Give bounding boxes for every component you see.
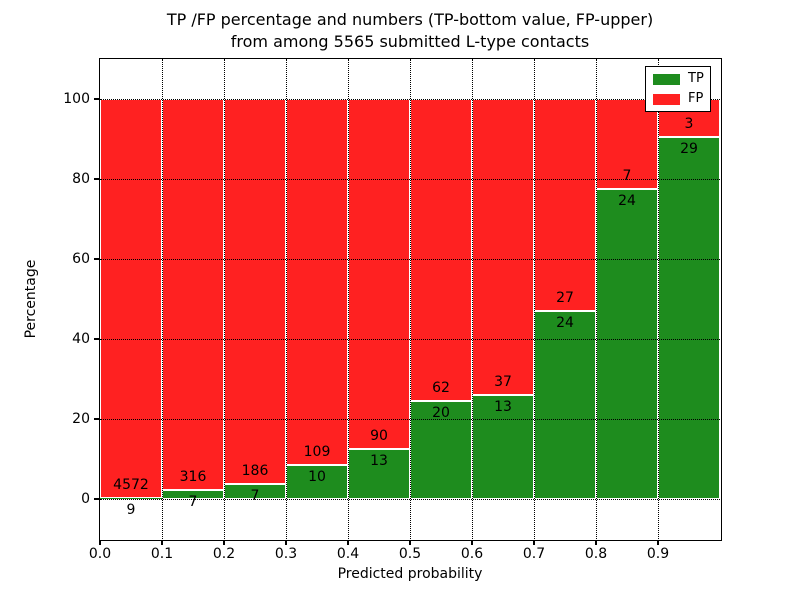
bar-tp-segment — [596, 189, 658, 499]
fp-count-label: 27 — [556, 289, 574, 306]
tp-count-label: 7 — [250, 488, 260, 505]
y-tick-label: 40 — [72, 331, 90, 347]
horizontal-gridline — [100, 419, 720, 420]
x-tick-mark — [347, 540, 349, 545]
y-tick-mark — [93, 178, 99, 180]
bar-fp-segment — [596, 99, 658, 190]
legend-swatch-fp — [653, 93, 680, 105]
y-tick-label: 20 — [72, 411, 90, 427]
tp-count-label: 20 — [432, 405, 450, 422]
fp-count-label: 37 — [494, 374, 512, 390]
fp-count-label: 90 — [370, 427, 388, 444]
x-tick-label: 0.8 — [584, 546, 608, 562]
vertical-gridline — [162, 59, 163, 539]
bar-fp-segment — [100, 99, 162, 499]
vertical-gridline — [410, 59, 411, 539]
x-tick-label: 0.5 — [398, 546, 422, 562]
x-tick-label: 0.6 — [460, 546, 484, 562]
tp-count-label: 13 — [494, 399, 512, 415]
x-tick-mark — [285, 540, 287, 545]
tp-count-label: 7 — [188, 494, 198, 511]
horizontal-gridline — [100, 179, 720, 180]
legend-item-tp: TP — [653, 71, 704, 86]
bar-fp-segment — [162, 99, 224, 491]
chart-title: TP /FP percentage and numbers (TP-bottom… — [100, 9, 720, 53]
fp-count-label: 186 — [241, 463, 269, 480]
y-tick-mark — [93, 418, 99, 420]
y-tick-label: 60 — [72, 251, 90, 267]
legend: TP FP — [645, 66, 711, 112]
x-tick-label: 0.4 — [336, 546, 360, 562]
tp-count-label: 10 — [308, 469, 326, 486]
x-tick-mark — [533, 540, 535, 545]
x-tick-mark — [161, 540, 163, 545]
vertical-gridline — [534, 59, 535, 539]
vertical-gridline — [596, 59, 597, 539]
legend-label-tp: TP — [688, 71, 704, 86]
bar-tp-segment — [286, 465, 348, 499]
fp-count-label: 109 — [303, 444, 331, 461]
x-tick-mark — [99, 540, 101, 545]
vertical-gridline — [286, 59, 287, 539]
bar-tp-segment — [410, 401, 472, 499]
x-tick-label: 0.2 — [212, 546, 236, 562]
fp-count-label: 4572 — [113, 477, 149, 494]
fp-count-label: 3 — [684, 115, 694, 132]
legend-label-fp: FP — [688, 91, 704, 106]
y-tick-label: 0 — [81, 491, 90, 507]
legend-item-fp: FP — [653, 91, 704, 106]
bar-fp-segment — [348, 99, 410, 449]
bar-fp-segment — [224, 99, 286, 485]
x-axis-label: Predicted probability — [337, 566, 483, 582]
y-tick-label: 100 — [63, 91, 90, 107]
x-tick-mark — [223, 540, 225, 545]
chart-title-line1: TP /FP percentage and numbers (TP-bottom… — [166, 10, 654, 29]
y-tick-mark — [93, 338, 99, 340]
bar-tp-segment — [348, 448, 410, 499]
x-tick-label: 0.3 — [274, 546, 298, 562]
tp-count-label: 13 — [370, 452, 388, 469]
vertical-gridline — [224, 59, 225, 539]
bar-fp-segment — [286, 99, 348, 466]
bar-fp-segment — [534, 99, 596, 311]
x-tick-label: 0.9 — [646, 546, 670, 562]
legend-swatch-tp — [653, 73, 680, 85]
y-tick-label: 80 — [72, 171, 90, 187]
vertical-gridline — [658, 59, 659, 539]
bar-tp-segment — [472, 395, 534, 499]
bar-fp-segment — [410, 99, 472, 402]
tp-count-label: 24 — [556, 314, 574, 331]
y-tick-mark — [93, 258, 99, 260]
x-tick-label: 0.0 — [88, 546, 112, 562]
vertical-gridline — [472, 59, 473, 539]
horizontal-gridline — [100, 259, 720, 260]
horizontal-gridline — [100, 339, 720, 340]
x-tick-mark — [595, 540, 597, 545]
tp-count-label: 9 — [126, 502, 136, 519]
y-tick-mark — [93, 98, 99, 100]
horizontal-gridline — [100, 499, 720, 500]
horizontal-gridline — [100, 99, 720, 100]
plot-area: TP FP 4572 9 316 7 186 7 109 10 90 13 62 20 37 13 27 24… — [98, 57, 722, 541]
bar-fp-segment — [472, 99, 534, 395]
x-tick-mark — [409, 540, 411, 545]
y-tick-mark — [93, 498, 99, 500]
bar-tp-segment — [658, 136, 720, 499]
tp-count-label: 29 — [680, 140, 698, 157]
fp-count-label: 316 — [179, 469, 207, 486]
y-axis-label: Percentage — [23, 259, 39, 339]
vertical-gridline — [348, 59, 349, 539]
tp-count-label: 24 — [618, 193, 636, 210]
x-tick-label: 0.1 — [150, 546, 174, 562]
chart-title-line2: from among 5565 submitted L-type contact… — [230, 32, 590, 51]
bar-tp-segment — [534, 310, 596, 499]
x-tick-label: 0.7 — [522, 546, 546, 562]
bar-tp-segment — [100, 498, 162, 499]
fp-count-label: 62 — [432, 380, 450, 397]
fp-count-label: 7 — [622, 168, 632, 185]
x-tick-mark — [471, 540, 473, 545]
x-tick-mark — [657, 540, 659, 545]
